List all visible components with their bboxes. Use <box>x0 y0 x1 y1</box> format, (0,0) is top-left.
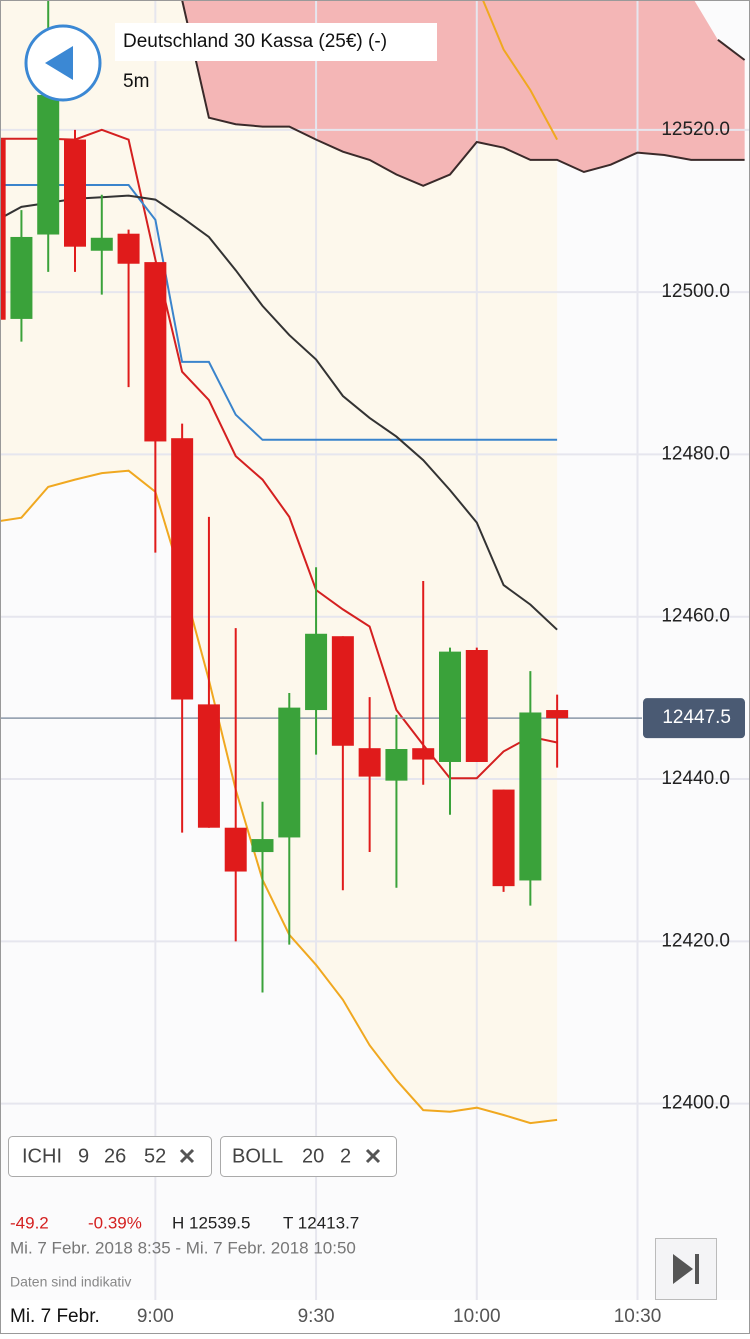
chip-param: 9 <box>78 1145 89 1167</box>
title: Deutschland 30 Kassa (25€) (-) <box>123 31 387 52</box>
chip-name: BOLL <box>232 1145 283 1167</box>
back-button[interactable] <box>24 24 102 102</box>
y-tick-label: 12440.0 <box>661 768 730 789</box>
candle-body <box>0 139 6 320</box>
candle-body <box>331 636 354 746</box>
candle-body <box>358 748 381 777</box>
candle-body <box>64 139 86 247</box>
chip-param: 20 <box>302 1145 324 1167</box>
candle-body <box>251 839 274 853</box>
candle-body <box>144 262 167 442</box>
change: -49.2 <box>10 1213 49 1232</box>
skip-end-icon[interactable] <box>673 1254 699 1284</box>
candle-body <box>439 651 461 762</box>
candle-body <box>37 94 60 235</box>
chip-param: 26 <box>104 1145 126 1167</box>
candle-body <box>90 237 113 251</box>
candle-body <box>546 710 569 719</box>
candle-body <box>465 650 488 762</box>
candle-body <box>519 712 542 881</box>
range: Mi. 7 Febr. 2018 8:35 - Mi. 7 Febr. 2018… <box>10 1238 356 1257</box>
change-pct: -0.39% <box>88 1213 142 1232</box>
candle-body <box>385 749 408 781</box>
indicator-chip[interactable]: ICHI 9 26 52 <box>8 1136 212 1177</box>
candle-body <box>117 233 140 264</box>
last-price-box <box>643 698 745 739</box>
chip-remove[interactable] <box>179 1148 195 1164</box>
back-arrow[interactable] <box>45 46 73 80</box>
x-axis-bar <box>0 1300 750 1334</box>
skip-end-button[interactable] <box>655 1238 717 1300</box>
last-price-label: 12447.5 <box>662 707 731 728</box>
indicator-line <box>0 194 558 631</box>
candle-body <box>197 704 220 828</box>
chip-box[interactable] <box>220 1136 397 1177</box>
x-tick-label: 10:00 <box>453 1306 501 1327</box>
plot <box>0 0 750 1300</box>
chip-param: 52 <box>144 1145 166 1167</box>
candle-body <box>412 748 435 760</box>
candle-body <box>492 789 515 887</box>
high: H 12539.5 <box>172 1213 250 1232</box>
chip-name: ICHI <box>22 1145 62 1167</box>
note: Daten sind indikativ <box>10 1274 131 1290</box>
indicator-chip[interactable]: BOLL 20 2 <box>220 1136 397 1177</box>
bollinger-lower <box>0 469 558 1125</box>
axis: 9:00 9:30 10:00 10:30 Mi. 7 Febr. 12400.0 1242… <box>10 119 745 1327</box>
cloud-upper <box>717 39 746 61</box>
candle-body <box>278 707 301 838</box>
candle-body <box>171 438 194 700</box>
y-tick-label: 12480.0 <box>661 443 730 464</box>
y-tick-label: 12420.0 <box>661 930 730 951</box>
bollinger-upper <box>481 0 558 141</box>
timeframe: 5m <box>123 71 149 92</box>
chip-remove[interactable] <box>365 1148 381 1164</box>
y-tick-label: 12460.0 <box>661 606 730 627</box>
x-tick-label: 9:30 <box>298 1306 335 1327</box>
bollinger-fill <box>0 0 558 1124</box>
low: T 12413.7 <box>283 1213 359 1232</box>
y-tick-label: 12500.0 <box>661 281 730 302</box>
y-tick-label: 12520.0 <box>661 119 730 140</box>
candle-body <box>224 827 247 872</box>
x-tick-label: 10:30 <box>614 1306 662 1327</box>
y-tick-label: 12400.0 <box>661 1093 730 1114</box>
candle-body <box>10 236 33 319</box>
date-label: Mi. 7 Febr. <box>10 1306 100 1327</box>
indicator-line <box>0 184 558 441</box>
cloud-lower <box>181 0 745 187</box>
chip-box[interactable] <box>8 1136 212 1177</box>
candle-body <box>305 633 328 711</box>
title-background <box>115 23 437 61</box>
indicator-line <box>0 128 558 780</box>
chip-param: 2 <box>340 1145 351 1167</box>
x-tick-label: 9:00 <box>137 1306 174 1327</box>
